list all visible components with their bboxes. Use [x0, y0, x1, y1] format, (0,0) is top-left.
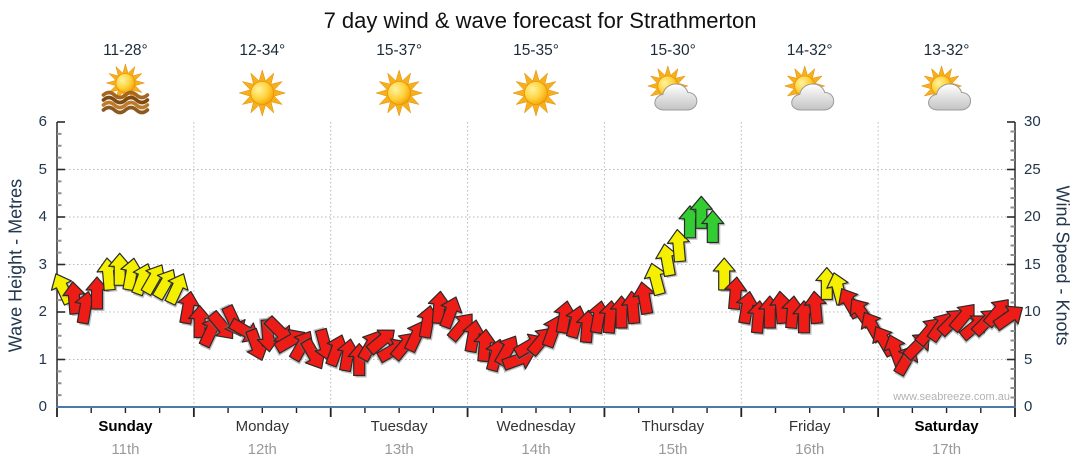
wind-axis-tick-label: 0: [1024, 398, 1033, 415]
wave-axis-tick-label: 0: [38, 398, 47, 415]
weather-icon-sunny: [238, 69, 287, 117]
wind-arrow: [701, 209, 726, 245]
wind-arrow: [439, 296, 464, 332]
watermark: www.seabreeze.com.au: [893, 391, 1010, 403]
wind-arrow-shape: [666, 228, 690, 263]
wind-arrow: [643, 262, 669, 298]
wind-arrow-shape: [263, 315, 292, 343]
temperature-label: 15-37°: [376, 42, 423, 59]
weather-icon-sunny: [375, 69, 424, 117]
wind-axis-tick-label: 10: [1024, 303, 1041, 320]
temperature-label: 15-30°: [649, 42, 696, 59]
weekday-label: Tuesday: [370, 418, 428, 435]
sun-disc: [250, 81, 275, 105]
weather-icon-sun-over-water: [101, 63, 150, 115]
date-label: 11th: [111, 441, 140, 458]
wind-axis-tick-label: 30: [1024, 113, 1041, 130]
water-waves: [101, 95, 150, 105]
wind-arrow-layer: [50, 195, 1024, 379]
wind-arrow: [992, 305, 1024, 334]
temperature-label: 12-34°: [239, 42, 286, 59]
sun-disc: [387, 81, 411, 105]
weekday-label: Sunday: [98, 418, 153, 435]
date-label: 14th: [521, 441, 551, 458]
wind-arrow-shape: [724, 276, 748, 311]
wave-axis-tick-label: 3: [38, 255, 47, 273]
cloud: [654, 83, 698, 111]
weekday-label: Saturday: [914, 418, 979, 435]
wind-arrow-shape: [712, 257, 736, 291]
wind-arrow-shape: [992, 305, 1024, 332]
date-label: 13th: [384, 441, 414, 458]
weather-icon-partly-cloudy: [646, 65, 698, 111]
date-label: 15th: [658, 441, 688, 458]
sun-disc: [524, 81, 548, 105]
cloud: [928, 83, 972, 111]
page-title: 7 day wind & wave forecast for Strathmer…: [323, 8, 757, 33]
wind-axis-tick-label: 25: [1024, 160, 1041, 178]
wave-axis-tick-label: 5: [38, 160, 47, 178]
water-waves: [101, 105, 150, 115]
cloud: [791, 83, 835, 111]
wind-arrow: [632, 281, 658, 317]
wind-arrow-shape: [439, 296, 463, 330]
wind-arrow: [462, 319, 487, 355]
wind-arrow: [724, 276, 749, 312]
date-label: 12th: [247, 441, 277, 458]
wave-axis-tick-label: 1: [38, 350, 47, 368]
temperature-label: 11-28°: [103, 42, 148, 59]
wind-arrow-shape: [62, 281, 86, 315]
wind-arrow: [164, 273, 190, 308]
date-label: 17th: [931, 441, 962, 458]
wave-axis-tick-label: 6: [38, 113, 47, 130]
wind-axis-tick-label: 5: [1024, 350, 1033, 368]
wind-arrow: [473, 328, 498, 364]
wind-arrow: [243, 327, 269, 361]
date-label: 16th: [795, 441, 825, 458]
weather-icon-partly-cloudy: [783, 65, 835, 111]
wind-arrow-shape: [164, 273, 189, 306]
wave-axis-tick-label: 2: [38, 303, 47, 320]
water-waves: [101, 100, 150, 110]
wind-arrow-shape: [701, 209, 725, 244]
weekday-label: Thursday: [641, 418, 705, 435]
weekday-label: Monday: [235, 418, 289, 435]
temperature-label: 14-32°: [786, 42, 833, 59]
weekday-label: Friday: [788, 418, 831, 435]
wind-arrow: [261, 315, 292, 343]
wind-axis-tick-label: 20: [1024, 208, 1041, 225]
temperature-label: 13-32°: [923, 42, 970, 59]
water-waves: [101, 90, 150, 100]
wind-arrow: [666, 228, 692, 264]
temperature-label: 15-35°: [513, 42, 559, 59]
weather-icon-partly-cloudy: [920, 65, 972, 111]
weekday-label: Wednesday: [496, 418, 576, 435]
weather-icon-sunny: [512, 69, 560, 117]
wind-arrow: [188, 304, 213, 340]
sun-disc: [115, 73, 136, 93]
wave-axis-tick-label: 4: [38, 208, 47, 225]
wind-axis-tick-label: 15: [1024, 255, 1041, 273]
